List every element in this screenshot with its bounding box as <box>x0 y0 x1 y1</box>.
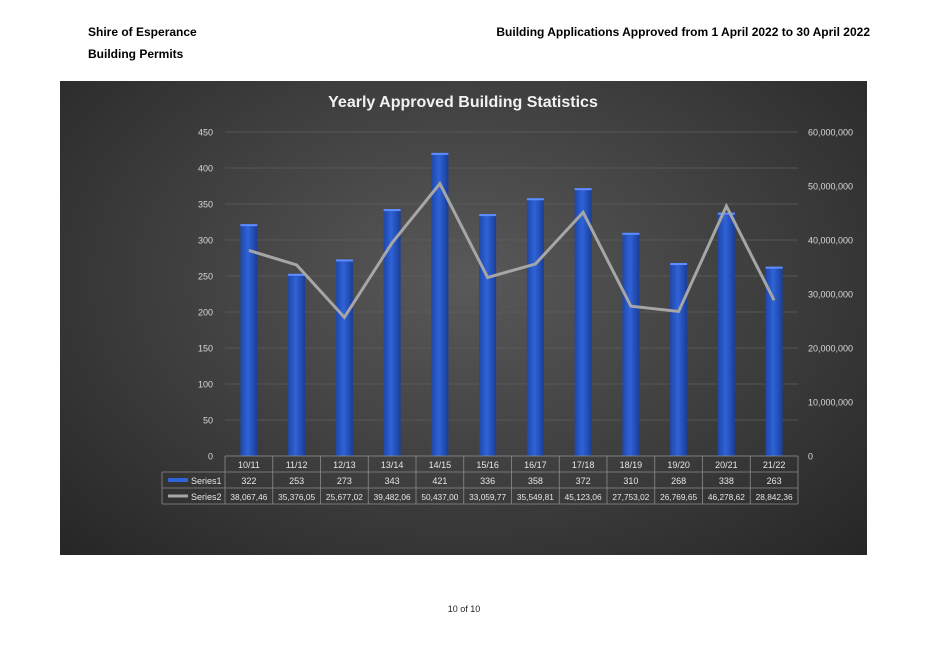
bar <box>288 273 306 456</box>
bar <box>717 212 735 456</box>
series2-legend-label: Series2 <box>191 492 222 502</box>
left-axis-tick-label: 50 <box>203 416 213 426</box>
bar <box>574 188 592 456</box>
chart-panel: Yearly Approved Building Statistics 0 50 10… <box>60 81 867 555</box>
left-axis-tick-label: 250 <box>198 272 213 282</box>
org-name: Shire of Esperance <box>88 25 197 39</box>
report-title: Building Applications Approved from 1 Ap… <box>496 25 870 39</box>
category-label: 16/17 <box>524 460 547 470</box>
bar <box>622 232 640 456</box>
bar <box>335 259 353 456</box>
bar-top-highlight <box>670 263 688 266</box>
category-label: 21/22 <box>763 460 786 470</box>
bar-top-highlight <box>335 259 353 262</box>
bar <box>479 214 497 456</box>
bar <box>383 209 401 456</box>
bar-top-highlight <box>526 198 544 201</box>
right-axis-tick-label: 30,000,000 <box>808 290 853 300</box>
category-label: 11/12 <box>286 460 308 470</box>
bar-top-highlight <box>431 152 449 155</box>
right-axis-tick-label: 20,000,000 <box>808 344 853 354</box>
category-label: 10/11 <box>238 460 260 470</box>
bar-top-highlight <box>383 209 401 212</box>
category-label: 19/20 <box>667 460 690 470</box>
bar-top-highlight <box>479 214 497 217</box>
right-axis-tick-label: 60,000,000 <box>808 128 853 138</box>
series1-legend-key <box>168 478 188 482</box>
right-axis-tick-label: 10,000,000 <box>808 398 853 408</box>
series1-legend-label: Series1 <box>191 476 222 486</box>
right-axis-tick-label: 50,000,000 <box>808 182 853 192</box>
series2-legend-key <box>168 494 188 498</box>
chart-title: Yearly Approved Building Statistics <box>328 94 598 111</box>
category-label: 12/13 <box>333 460 356 470</box>
series2-value-label: 26,769,65 <box>660 492 697 502</box>
series2-value-label: 35,376,05 <box>278 492 315 502</box>
series1-value-label: 253 <box>289 476 304 486</box>
bar <box>240 224 258 456</box>
bar <box>431 152 449 456</box>
left-axis-tick-label: 400 <box>198 164 213 174</box>
series1-value-label: 372 <box>576 476 591 486</box>
left-axis-tick-label: 200 <box>198 308 213 318</box>
left-axis-tick-label: 300 <box>198 236 213 246</box>
category-label: 18/19 <box>620 460 643 470</box>
bar-top-highlight <box>622 232 640 235</box>
series1-value-label: 358 <box>528 476 543 486</box>
series2-value-label: 38,067,46 <box>230 492 267 502</box>
page-number: 10 of 10 <box>447 604 481 614</box>
category-label: 17/18 <box>572 460 595 470</box>
bar-top-highlight <box>717 212 735 215</box>
series2-value-label: 33,059,77 <box>469 492 506 502</box>
bar <box>670 263 688 456</box>
series1-value-label: 338 <box>719 476 734 486</box>
left-axis-tick-label: 350 <box>198 200 213 210</box>
series1-value-label: 322 <box>241 476 256 486</box>
series2-value-label: 27,753,02 <box>612 492 649 502</box>
bar-top-highlight <box>574 188 592 191</box>
bar <box>526 198 544 456</box>
category-label: 15/16 <box>476 460 499 470</box>
series2-value-label: 39,482,06 <box>374 492 411 502</box>
series1-value-label: 343 <box>385 476 400 486</box>
right-axis-tick-label: 40,000,000 <box>808 236 853 246</box>
series2-value-label: 25,677,02 <box>326 492 363 502</box>
bar-top-highlight <box>288 273 306 276</box>
right-axis-tick-label: 0 <box>808 452 813 462</box>
bar-top-highlight <box>765 266 783 269</box>
series1-value-label: 263 <box>767 476 782 486</box>
left-axis-tick-label: 450 <box>198 128 213 138</box>
left-axis-tick-label: 150 <box>198 344 213 354</box>
department-name: Building Permits <box>88 47 184 61</box>
series1-value-label: 268 <box>671 476 686 486</box>
series2-value-label: 45,123,06 <box>565 492 602 502</box>
category-label: 14/15 <box>429 460 452 470</box>
series1-value-label: 421 <box>432 476 447 486</box>
chart-svg: Yearly Approved Building Statistics 0 50 10… <box>161 94 853 505</box>
category-label: 13/14 <box>381 460 404 470</box>
category-label: 20/21 <box>715 460 738 470</box>
series2-line <box>248 180 776 320</box>
series2-value-label: 50,437,00 <box>421 492 458 502</box>
series1-value-label: 310 <box>623 476 638 486</box>
left-axis-tick-label: 0 <box>208 452 213 462</box>
series1-value-label: 336 <box>480 476 495 486</box>
bar <box>765 266 783 456</box>
series1-value-label: 273 <box>337 476 352 486</box>
bar-top-highlight <box>240 224 258 227</box>
series2-value-label: 35,549,81 <box>517 492 554 502</box>
left-axis-tick-label: 100 <box>198 380 213 390</box>
series2-value-label: 46,278,62 <box>708 492 745 502</box>
series2-value-label: 28,842,36 <box>756 492 793 502</box>
